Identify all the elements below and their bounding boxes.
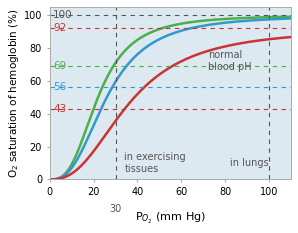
Y-axis label: O$_2$ saturation of hemoglobin (%): O$_2$ saturation of hemoglobin (%) bbox=[7, 8, 21, 178]
Text: 69: 69 bbox=[53, 61, 66, 71]
Text: 100: 100 bbox=[53, 10, 73, 20]
Text: 56: 56 bbox=[53, 82, 66, 93]
Text: in lungs: in lungs bbox=[230, 158, 268, 168]
Text: 43: 43 bbox=[53, 104, 66, 114]
X-axis label: P$_{O_2}$ (mm Hg): P$_{O_2}$ (mm Hg) bbox=[135, 211, 206, 226]
Text: normal
blood pH: normal blood pH bbox=[208, 50, 251, 72]
Text: 92: 92 bbox=[53, 23, 66, 33]
Text: 30: 30 bbox=[109, 205, 122, 214]
Text: in exercising
tissues: in exercising tissues bbox=[124, 152, 186, 174]
